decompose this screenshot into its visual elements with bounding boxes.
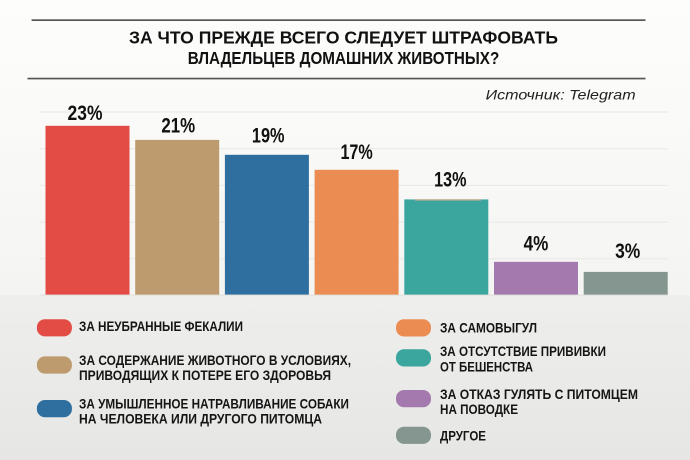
svg-text:21%: 21% [161, 115, 195, 138]
svg-text:4%: 4% [524, 232, 549, 255]
svg-text:ВЛАДЕЛЬЦЕВ ДОМАШНИХ ЖИВОТНЫХ?: ВЛАДЕЛЬЦЕВ ДОМАШНИХ ЖИВОТНЫХ? [188, 48, 500, 68]
svg-text:3%: 3% [615, 240, 640, 263]
svg-text:17%: 17% [340, 141, 372, 164]
svg-text:ЗА ОТКАЗ ГУЛЯТЬ С ПИТОМЦЕМ: ЗА ОТКАЗ ГУЛЯТЬ С ПИТОМЦЕМ [440, 386, 638, 402]
svg-text:НА ЧЕЛОВЕКА ИЛИ ДРУГОГО ПИТОМЦ: НА ЧЕЛОВЕКА ИЛИ ДРУГОГО ПИТОМЦА [79, 411, 322, 427]
svg-text:19%: 19% [252, 125, 285, 148]
svg-text:ЗА САМОВЫГУЛ: ЗА САМОВЫГУЛ [440, 319, 537, 335]
svg-text:ОТ БЕШЕНСТВА: ОТ БЕШЕНСТВА [440, 358, 533, 374]
svg-text:ЗА ЧТО ПРЕЖДЕ ВСЕГО СЛЕДУЕТ ШТ: ЗА ЧТО ПРЕЖДЕ ВСЕГО СЛЕДУЕТ ШТРАФОВАТЬ [129, 28, 558, 48]
svg-text:ЗА УМЫШЛЕННОЕ НАТРАВЛИВАНИЕ СО: ЗА УМЫШЛЕННОЕ НАТРАВЛИВАНИЕ СОБАКИ [79, 396, 349, 412]
svg-text:ЗА СОДЕРЖАНИЕ ЖИВОТНОГО В УСЛО: ЗА СОДЕРЖАНИЕ ЖИВОТНОГО В УСЛОВИЯХ, [79, 352, 351, 368]
svg-text:НА ПОВОДКЕ: НА ПОВОДКЕ [440, 401, 518, 417]
svg-text:Источник: Telegram: Источник: Telegram [486, 87, 636, 103]
svg-text:ЗА ОТСУТСТВИЕ ПРИВИВКИ: ЗА ОТСУТСТВИЕ ПРИВИВКИ [440, 343, 606, 359]
svg-text:13%: 13% [434, 168, 466, 191]
svg-text:23%: 23% [68, 102, 103, 125]
svg-text:ПРИВОДЯЩИХ К ПОТЕРЕ ЕГО ЗДОРОВ: ПРИВОДЯЩИХ К ПОТЕРЕ ЕГО ЗДОРОВЬЯ [79, 367, 331, 383]
svg-text:ЗА НЕУБРАННЫЕ ФЕКАЛИИ: ЗА НЕУБРАННЫЕ ФЕКАЛИИ [79, 318, 243, 334]
svg-text:ДРУГОЕ: ДРУГОЕ [440, 427, 486, 443]
